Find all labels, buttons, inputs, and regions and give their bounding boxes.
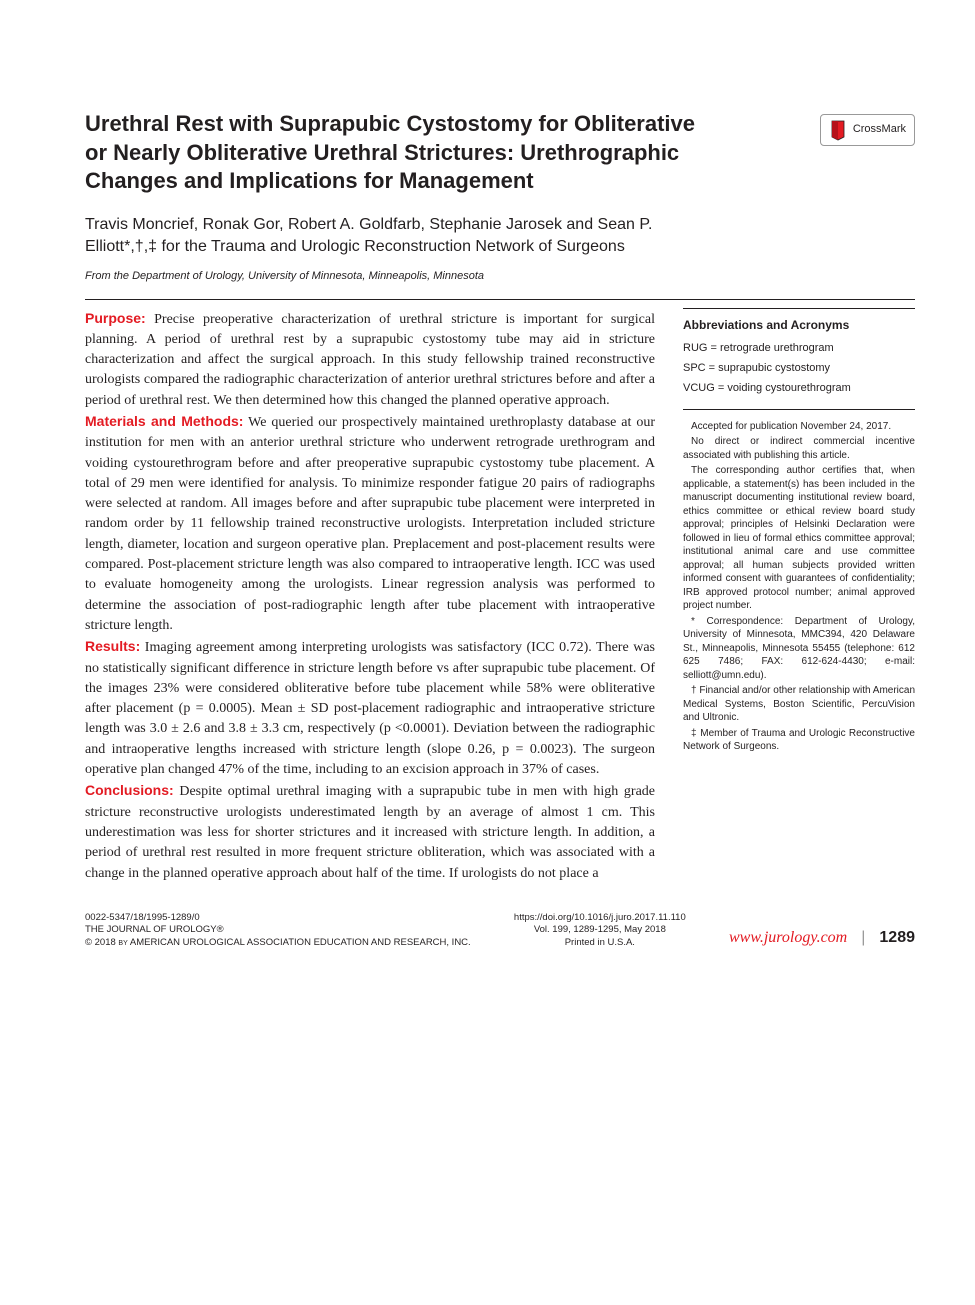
note-correspondence: * Correspondence: Department of Urology,… [683, 615, 915, 683]
note-financial: † Financial and/or other relationship wi… [683, 684, 915, 725]
purpose-label: Purpose: [85, 310, 146, 326]
conclusions-label: Conclusions: [85, 782, 174, 798]
note-incentive: No direct or indirect commercial incenti… [683, 435, 915, 462]
footer-issn: 0022-5347/18/1995-1289/0 [85, 912, 471, 924]
note-ethics: The corresponding author certifies that,… [683, 464, 915, 613]
footer-copyright: © 2018 by AMERICAN UROLOGICAL ASSOCIATIO… [85, 937, 471, 949]
methods-text: We queried our prospectively maintained … [85, 415, 655, 633]
purpose-text: Precise preoperative characterization of… [85, 312, 655, 408]
page-number: 1289 [879, 928, 915, 949]
authors-list: Travis Moncrief, Ronak Gor, Robert A. Go… [85, 214, 705, 259]
abbrev-spc: SPC = suprapubic cystostomy [683, 359, 915, 379]
page-footer: 0022-5347/18/1995-1289/0 THE JOURNAL OF … [85, 912, 915, 949]
abbrev-rug: RUG = retrograde urethrogram [683, 339, 915, 359]
affiliation: From the Department of Urology, Universi… [85, 269, 705, 285]
methods-label: Materials and Methods: [85, 413, 243, 429]
note-member: ‡ Member of Trauma and Urologic Reconstr… [683, 727, 915, 754]
footer-divider: | [861, 928, 865, 949]
conclusions-text: Despite optimal urethral imaging with a … [85, 784, 655, 880]
footer-journal-url[interactable]: www.jurology.com [729, 928, 847, 949]
crossmark-label: CrossMark [853, 122, 906, 138]
abbrev-vcug: VCUG = voiding cystourethrogram [683, 379, 915, 399]
footer-doi[interactable]: https://doi.org/10.1016/j.juro.2017.11.1… [514, 912, 686, 924]
crossmark-badge[interactable]: CrossMark [820, 114, 915, 146]
sidebar-column: Abbreviations and Acronyms RUG = retrogr… [683, 308, 915, 884]
footer-journal-name: THE JOURNAL OF UROLOGY® [85, 924, 471, 936]
crossmark-icon [829, 119, 847, 141]
abbreviations-box: Abbreviations and Acronyms RUG = retrogr… [683, 308, 915, 410]
article-title: Urethral Rest with Suprapubic Cystostomy… [85, 110, 705, 196]
results-text: Imaging agreement among interpreting uro… [85, 640, 655, 777]
note-accepted: Accepted for publication November 24, 20… [683, 420, 915, 434]
abbreviations-title: Abbreviations and Acronyms [683, 317, 915, 334]
header-divider [85, 299, 915, 300]
results-label: Results: [85, 638, 140, 654]
abstract-column: Purpose: Precise preoperative characteri… [85, 308, 655, 884]
footer-printed: Printed in U.S.A. [514, 937, 686, 949]
footer-volume: Vol. 199, 1289-1295, May 2018 [514, 924, 686, 936]
